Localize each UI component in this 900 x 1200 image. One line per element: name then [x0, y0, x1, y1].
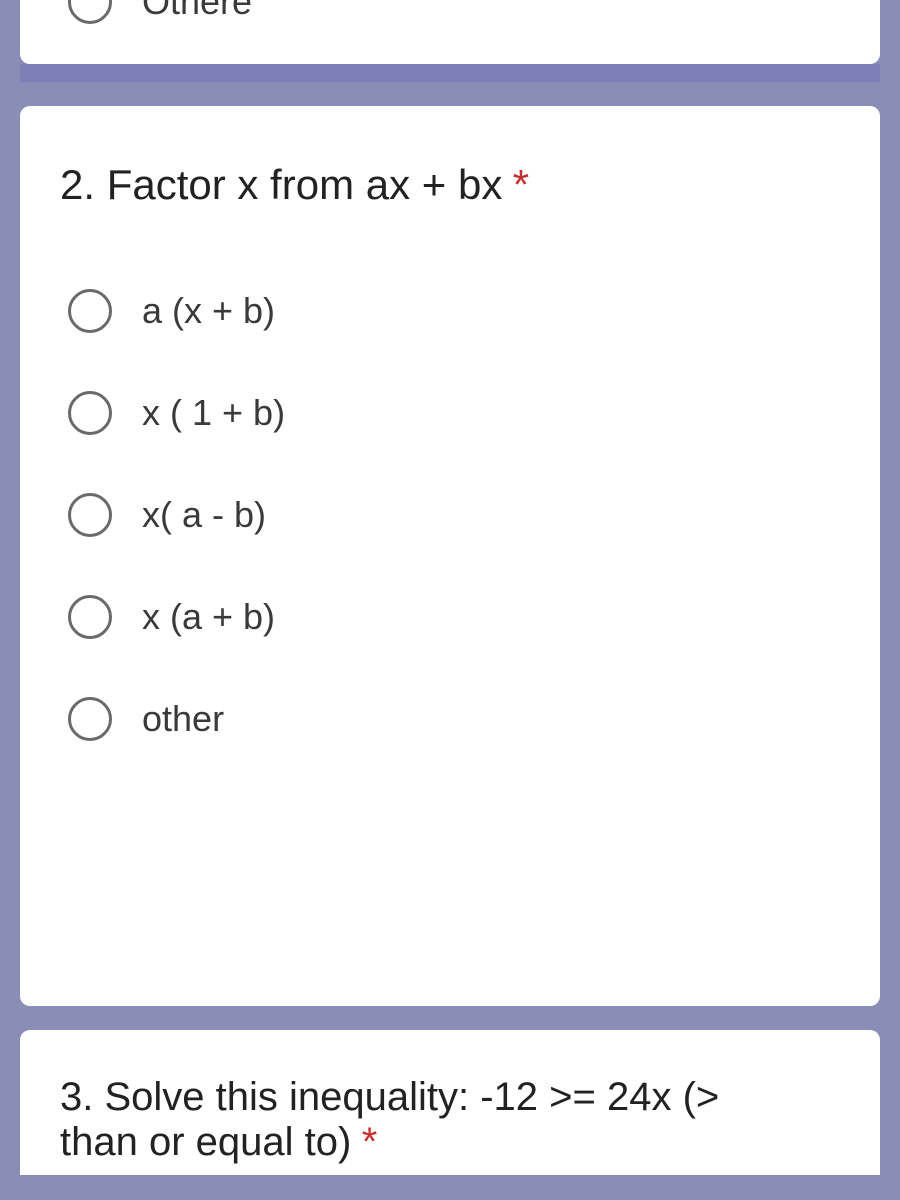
option-label: a (x + b): [142, 290, 275, 332]
option-label: x (a + b): [142, 596, 275, 638]
question-card-2: 2. Factor x from ax + bx * a (x + b) x (…: [20, 106, 880, 1006]
question-title: 2. Factor x from ax + bx: [60, 161, 502, 208]
option-label: x ( 1 + b): [142, 392, 285, 434]
required-asterisk-icon: *: [362, 1120, 378, 1164]
option-label: Othere: [142, 0, 252, 23]
question-card-3-partial: 3. Solve this inequality: -12 >= 24x (> …: [20, 1030, 880, 1175]
option-label: other: [142, 698, 224, 740]
option-row-2[interactable]: x( a - b): [60, 493, 840, 537]
option-row-0[interactable]: a (x + b): [60, 289, 840, 333]
option-row[interactable]: Othere: [60, 0, 840, 24]
required-asterisk-icon: *: [513, 161, 529, 208]
question-title-line2: than or equal to): [60, 1120, 351, 1164]
radio-button[interactable]: [68, 391, 112, 435]
radio-button[interactable]: [68, 697, 112, 741]
radio-button[interactable]: [68, 0, 112, 24]
option-row-3[interactable]: x (a + b): [60, 595, 840, 639]
option-row-1[interactable]: x ( 1 + b): [60, 391, 840, 435]
option-row-4[interactable]: other: [60, 697, 840, 741]
option-label: x( a - b): [142, 494, 266, 536]
card-divider: [20, 64, 880, 82]
radio-button[interactable]: [68, 493, 112, 537]
question-title-wrap: 2. Factor x from ax + bx *: [60, 161, 840, 209]
question-title-line1: 3. Solve this inequality: -12 >= 24x (>: [60, 1075, 719, 1119]
question-card-partial-top: Othere: [20, 0, 880, 64]
radio-button[interactable]: [68, 289, 112, 333]
radio-button[interactable]: [68, 595, 112, 639]
question-title-wrap: 3. Solve this inequality: -12 >= 24x (> …: [60, 1075, 840, 1165]
